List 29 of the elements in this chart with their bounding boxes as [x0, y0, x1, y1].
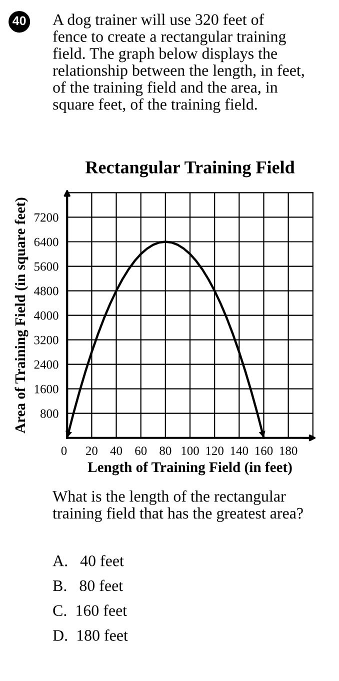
text: What is the length of the rectangular training field that has the greatest area? — [52, 490, 303, 522]
x-tick-label: 120 — [206, 446, 224, 456]
x-tick-label: 60 — [135, 446, 147, 456]
text: A dog trainer will use 320 feet of fence to create a rectangular training field. The graph below displays the relationship between the length, in feet, of the training field and the area, in square feet, of the training field. — [52, 14, 304, 114]
x-tick-label: 20 — [86, 446, 98, 456]
x-tick-label: 180 — [280, 446, 298, 456]
text: A. 40 feet — [52, 554, 124, 566]
y-tick-label: 4800 — [34, 286, 58, 296]
y-tick-label: 2400 — [34, 360, 58, 369]
x-axis-title: Length of Training Field (in feet) — [88, 462, 292, 476]
text: 40 — [12, 16, 26, 26]
text: D. 180 feet — [53, 629, 128, 641]
text: B. 80 feet — [53, 580, 123, 592]
x-tick-label: 80 — [160, 446, 172, 456]
x-tick-label: 160 — [255, 446, 273, 456]
y-tick-label: 5600 — [34, 262, 58, 271]
y-tick-label: 7200 — [34, 213, 58, 222]
y-tick-label: 1600 — [34, 384, 58, 394]
x-tick-label: 140 — [230, 446, 248, 456]
chart-title: Rectangular Training Field — [85, 160, 295, 178]
y-tick-label: 6400 — [34, 238, 58, 246]
x-tick-label: 100 — [182, 446, 199, 456]
y-tick-label: 800 — [40, 409, 58, 418]
y-tick-label: 3200 — [34, 336, 58, 344]
y-axis-title: Area of Training Field (in square feet) — [14, 198, 28, 434]
text: C. 160 feet — [53, 604, 127, 616]
x-tick-label: 40 — [110, 446, 122, 456]
x-tick-label: 0 — [61, 446, 67, 456]
y-tick-label: 4000 — [34, 311, 58, 320]
